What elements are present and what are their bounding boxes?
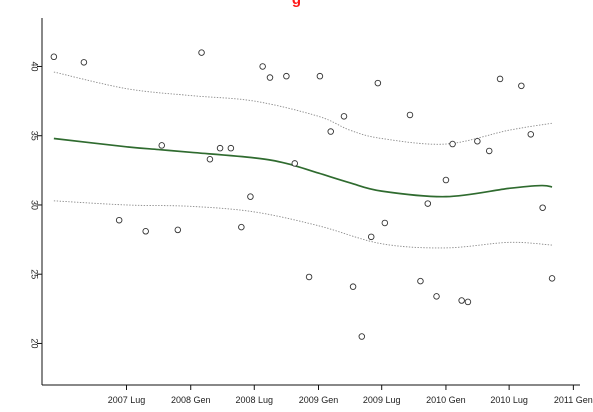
data-point (259, 63, 266, 70)
confidence-bands (53, 71, 553, 249)
upper-band-line (53, 71, 553, 145)
data-point (349, 283, 357, 290)
data-point (305, 273, 313, 281)
data-point (206, 156, 214, 163)
data-point (158, 142, 165, 149)
data-point (291, 160, 299, 167)
data-point (216, 144, 224, 152)
data-point (548, 275, 556, 282)
data-point (227, 144, 235, 152)
data-point (316, 72, 324, 80)
smooth-line (53, 137, 553, 198)
x-tick-label: 2008 Gen (171, 395, 211, 405)
data-point (406, 111, 414, 119)
data-point (367, 233, 375, 241)
data-point (474, 138, 481, 145)
data-point (80, 59, 88, 66)
x-tick-label: 2009 Gen (299, 395, 339, 405)
data-point (518, 82, 525, 90)
data-point (464, 298, 472, 306)
x-tick-label: 2011 Gen (554, 395, 593, 405)
data-point (142, 228, 149, 235)
data-point (449, 140, 456, 148)
data-point (381, 219, 389, 227)
data-point (283, 72, 290, 80)
data-point (115, 216, 123, 224)
data-point (442, 176, 450, 184)
x-tick-label: 2010 Gen (426, 395, 466, 405)
data-point (50, 53, 58, 61)
y-tick-label: 30 (30, 200, 40, 210)
data-point (417, 277, 424, 285)
data-point (238, 223, 245, 231)
lower-band-line (53, 200, 553, 249)
y-tick-label: 20 (30, 338, 40, 348)
axes-layer: 20 25 30 35 40 2007 Lug 2008 Gen 2008 Lug 2009 G… (30, 18, 593, 405)
data-point (527, 131, 535, 138)
data-point (539, 204, 546, 211)
smoothed-trend (53, 137, 553, 198)
scatter-points (50, 49, 556, 340)
data-point (458, 297, 465, 304)
x-tick-label: 2008 Lug (235, 395, 273, 405)
data-point (424, 200, 432, 207)
data-point (198, 49, 205, 56)
y-tick-label: 35 (30, 131, 40, 141)
data-point (433, 293, 440, 300)
y-tick-label: 25 (30, 269, 40, 279)
data-point (266, 74, 274, 81)
data-point (496, 75, 504, 83)
x-tick-label: 2009 Lug (363, 395, 401, 405)
x-tick-label: 2010 Lug (490, 395, 528, 405)
data-point (174, 226, 182, 234)
y-tick-label: 40 (30, 61, 40, 71)
data-point (327, 128, 334, 135)
data-point (374, 79, 382, 87)
data-point (485, 147, 493, 155)
data-point (358, 333, 366, 340)
data-point (247, 193, 254, 200)
data-point (340, 113, 348, 120)
x-tick-label: 2007 Lug (108, 395, 146, 405)
